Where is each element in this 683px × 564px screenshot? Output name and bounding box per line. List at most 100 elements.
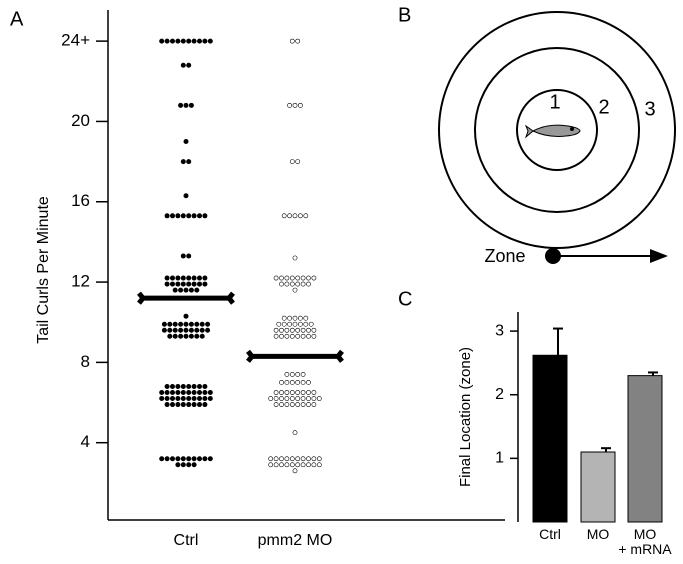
dot — [295, 462, 301, 468]
dot — [178, 321, 184, 327]
dot — [311, 402, 317, 407]
dot — [170, 281, 175, 287]
dot — [289, 159, 295, 164]
dot — [167, 321, 173, 327]
dot — [295, 281, 301, 287]
y-axis-title: Tail Curls Per Minute — [35, 196, 52, 344]
zone-circle — [438, 11, 676, 249]
dot — [197, 275, 202, 281]
dot — [178, 333, 184, 339]
dot — [279, 333, 284, 339]
dot — [284, 396, 290, 401]
y-tick-label: 1 — [495, 450, 504, 467]
dot — [292, 468, 298, 474]
dot — [180, 38, 186, 44]
dot — [300, 275, 306, 281]
dot — [268, 396, 274, 401]
dot — [188, 333, 194, 339]
dot — [170, 390, 175, 395]
y-tick-label: 8 — [81, 352, 90, 371]
dot — [186, 402, 192, 408]
dot — [170, 396, 175, 402]
dot — [281, 321, 287, 327]
dot — [180, 213, 186, 219]
dot — [300, 402, 306, 407]
x-tick-label: MO — [586, 526, 610, 542]
dot — [202, 456, 208, 462]
dot — [295, 327, 301, 333]
y-tick-label: 4 — [81, 432, 90, 451]
dot — [180, 275, 186, 281]
dot — [197, 38, 202, 44]
dot — [183, 313, 189, 319]
dot — [191, 396, 197, 402]
dot — [279, 462, 284, 468]
dot — [303, 213, 309, 219]
dot — [292, 213, 298, 219]
panel-label: A — [10, 8, 24, 30]
dot — [295, 159, 301, 164]
dot — [268, 456, 274, 462]
dot — [191, 281, 197, 287]
dot — [186, 383, 192, 389]
dot — [273, 456, 279, 462]
dot — [191, 38, 197, 44]
dot — [202, 390, 208, 395]
dot — [175, 275, 181, 281]
dot — [292, 315, 298, 321]
dot — [316, 456, 322, 462]
dot — [281, 213, 287, 219]
dot — [186, 253, 192, 259]
dot — [164, 396, 170, 402]
dot — [297, 321, 303, 327]
dot — [180, 456, 186, 462]
y-axis-title: Final Location (zone) — [457, 347, 474, 487]
dot — [306, 333, 311, 339]
dot — [289, 396, 295, 401]
dot — [199, 321, 205, 327]
dot — [175, 383, 181, 389]
dot — [159, 396, 165, 402]
median-line — [137, 291, 235, 305]
dot — [306, 462, 311, 468]
dot — [207, 390, 213, 395]
dot — [306, 390, 311, 395]
dot — [164, 38, 170, 44]
dot — [191, 213, 197, 219]
dot — [170, 38, 175, 44]
dot — [183, 327, 189, 333]
dot — [205, 321, 211, 327]
dot — [161, 321, 167, 327]
dot — [311, 333, 317, 339]
dot — [297, 213, 303, 219]
dot — [268, 462, 274, 468]
dot — [279, 456, 284, 462]
dot — [164, 456, 170, 462]
dot — [297, 315, 303, 321]
dot — [279, 275, 284, 281]
dot — [188, 287, 194, 293]
dot — [199, 327, 205, 333]
arrow-head — [650, 249, 668, 263]
median-line — [246, 349, 344, 363]
dot — [197, 456, 202, 462]
dot — [164, 213, 170, 219]
dot — [183, 333, 189, 339]
dot — [197, 383, 202, 389]
dot — [175, 281, 181, 287]
dot — [284, 390, 290, 395]
dot — [180, 383, 186, 389]
dot — [175, 462, 181, 468]
dot — [289, 281, 295, 287]
dot — [186, 38, 192, 44]
dot — [188, 321, 194, 327]
panel-label: B — [398, 4, 411, 26]
dot — [279, 327, 284, 333]
dot — [287, 102, 292, 108]
dot — [306, 456, 311, 462]
dot — [287, 213, 292, 219]
y-tick-label: 16 — [71, 191, 90, 210]
dot — [306, 281, 311, 287]
dot — [197, 281, 202, 287]
dot — [172, 327, 178, 333]
